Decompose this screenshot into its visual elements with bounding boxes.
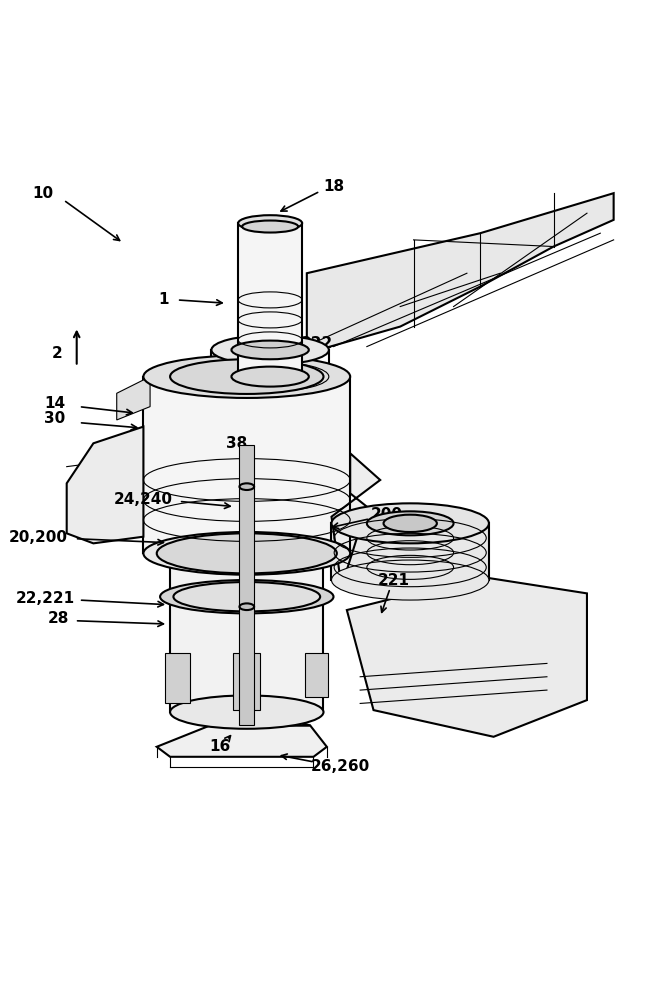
Ellipse shape bbox=[143, 355, 350, 398]
Ellipse shape bbox=[242, 221, 298, 233]
Polygon shape bbox=[331, 453, 380, 587]
Text: 200: 200 bbox=[371, 507, 403, 522]
Polygon shape bbox=[67, 427, 143, 543]
Text: 222: 222 bbox=[301, 336, 333, 351]
Ellipse shape bbox=[170, 359, 323, 394]
Text: 26,260: 26,260 bbox=[311, 759, 370, 774]
Ellipse shape bbox=[170, 695, 323, 729]
Ellipse shape bbox=[211, 335, 329, 365]
Polygon shape bbox=[117, 377, 150, 420]
Text: 221: 221 bbox=[378, 573, 410, 588]
Ellipse shape bbox=[331, 503, 489, 543]
Ellipse shape bbox=[238, 215, 302, 231]
Polygon shape bbox=[157, 725, 327, 757]
Ellipse shape bbox=[239, 483, 254, 490]
Ellipse shape bbox=[231, 341, 309, 359]
Ellipse shape bbox=[173, 582, 320, 611]
Text: 38: 38 bbox=[226, 436, 247, 451]
Text: 24,240: 24,240 bbox=[114, 492, 173, 508]
Bar bbox=[331, 523, 489, 580]
Bar bbox=[165, 653, 190, 703]
Ellipse shape bbox=[384, 515, 437, 532]
Polygon shape bbox=[347, 577, 587, 737]
Bar bbox=[170, 553, 323, 712]
Polygon shape bbox=[197, 712, 310, 725]
Text: 16: 16 bbox=[209, 739, 231, 754]
Bar bbox=[233, 653, 260, 710]
Text: 22,221: 22,221 bbox=[16, 591, 75, 606]
Bar bbox=[143, 377, 350, 553]
Ellipse shape bbox=[231, 367, 309, 387]
Ellipse shape bbox=[160, 580, 334, 613]
Text: 20,200: 20,200 bbox=[9, 530, 68, 545]
Text: 10: 10 bbox=[33, 186, 54, 201]
Ellipse shape bbox=[367, 511, 454, 535]
Text: 1: 1 bbox=[158, 292, 169, 307]
Ellipse shape bbox=[239, 603, 254, 610]
Polygon shape bbox=[307, 193, 614, 353]
Ellipse shape bbox=[331, 560, 489, 600]
Ellipse shape bbox=[143, 532, 350, 575]
Text: 2: 2 bbox=[51, 346, 62, 361]
Text: 28: 28 bbox=[48, 611, 69, 626]
Ellipse shape bbox=[157, 533, 337, 573]
Text: 30: 30 bbox=[44, 411, 65, 426]
Bar bbox=[305, 653, 328, 697]
Text: 14: 14 bbox=[44, 396, 65, 411]
Text: 18: 18 bbox=[323, 179, 344, 194]
Bar bbox=[239, 445, 254, 725]
Bar bbox=[238, 223, 302, 377]
